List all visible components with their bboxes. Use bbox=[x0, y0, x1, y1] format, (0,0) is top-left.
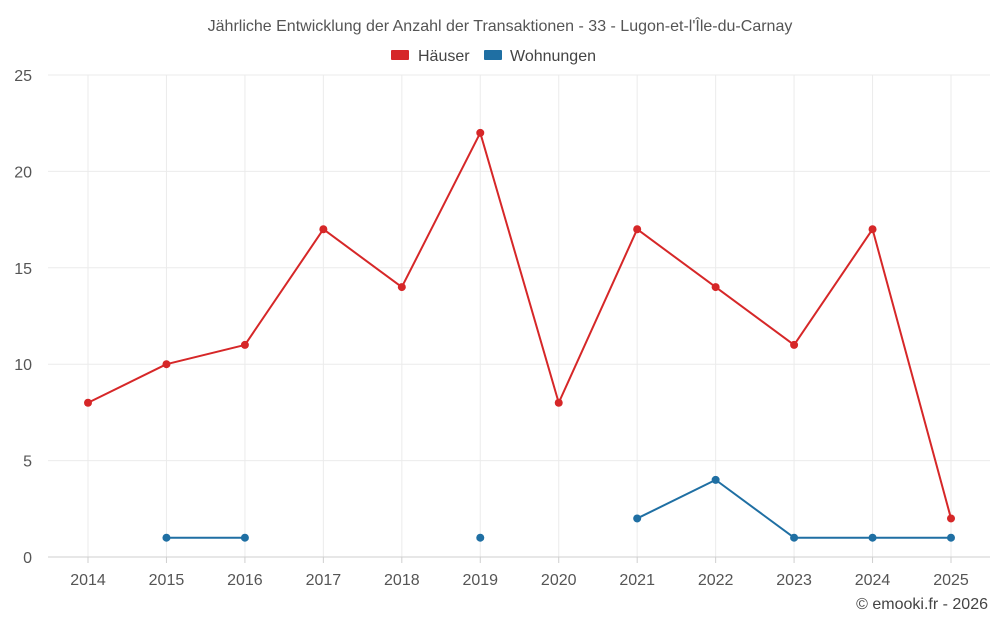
x-tick-label: 2025 bbox=[933, 572, 969, 589]
series-line-segment bbox=[636, 228, 717, 289]
series-line-segment bbox=[714, 478, 796, 539]
data-point bbox=[633, 225, 642, 234]
series-line-segment bbox=[322, 228, 403, 289]
series-line-segment bbox=[793, 228, 874, 346]
series-line-segment bbox=[871, 228, 952, 520]
legend-label: Häuser bbox=[418, 48, 470, 65]
data-point bbox=[711, 475, 720, 484]
legend-swatch bbox=[484, 50, 502, 60]
data-point bbox=[84, 398, 92, 407]
x-tick-label: 2016 bbox=[227, 572, 263, 589]
series-line-segment bbox=[479, 131, 560, 404]
x-tick-label: 2015 bbox=[149, 572, 185, 589]
data-point bbox=[947, 533, 955, 542]
x-tick-label: 2022 bbox=[698, 572, 734, 589]
y-tick-label: 0 bbox=[23, 550, 32, 567]
x-tick-label: 2017 bbox=[306, 572, 342, 589]
legend-label: Wohnungen bbox=[510, 48, 596, 65]
series-0 bbox=[84, 128, 955, 523]
data-point bbox=[240, 533, 249, 542]
legend-swatch bbox=[391, 50, 409, 60]
x-tick-label: 2020 bbox=[541, 572, 577, 589]
x-tick-label: 2019 bbox=[462, 572, 498, 589]
series-line-segment bbox=[557, 228, 639, 404]
data-point bbox=[240, 340, 249, 349]
data-point bbox=[162, 533, 171, 542]
series-line-segment bbox=[243, 228, 325, 346]
data-point bbox=[790, 533, 799, 542]
credit-text: © emooki.fr - 2026 bbox=[856, 596, 988, 613]
series-1 bbox=[162, 475, 955, 542]
data-point bbox=[554, 398, 563, 407]
y-tick-label: 10 bbox=[14, 357, 32, 374]
data-point bbox=[162, 360, 171, 369]
series-line-segment bbox=[714, 286, 796, 346]
data-point bbox=[790, 340, 799, 349]
series-line-segment bbox=[400, 131, 482, 289]
series-line-segment bbox=[87, 363, 168, 404]
data-point bbox=[711, 283, 720, 292]
x-tick-label: 2023 bbox=[776, 572, 812, 589]
y-tick-label: 5 bbox=[23, 454, 32, 471]
y-tick-label: 20 bbox=[14, 164, 32, 181]
data-point bbox=[397, 283, 406, 292]
x-tick-label: 2018 bbox=[384, 572, 420, 589]
x-tick-label: 2014 bbox=[70, 572, 106, 589]
x-tick-label: 2021 bbox=[619, 572, 655, 589]
data-point bbox=[868, 225, 877, 234]
data-point bbox=[476, 533, 485, 542]
data-point bbox=[633, 514, 642, 523]
data-point bbox=[868, 533, 877, 542]
chart-title: Jährliche Entwicklung der Anzahl der Tra… bbox=[208, 16, 793, 35]
series-line-segment bbox=[636, 478, 717, 520]
series-line-segment bbox=[165, 343, 246, 366]
grid bbox=[48, 74, 990, 557]
data-point bbox=[476, 128, 485, 137]
y-tick-label: 25 bbox=[14, 68, 32, 85]
x-tick-label: 2024 bbox=[855, 572, 891, 589]
legend: Häuser Wohnungen bbox=[391, 48, 596, 65]
data-point bbox=[947, 514, 955, 523]
data-point bbox=[319, 225, 328, 234]
series-layer bbox=[84, 128, 955, 542]
y-tick-label: 15 bbox=[14, 261, 32, 278]
